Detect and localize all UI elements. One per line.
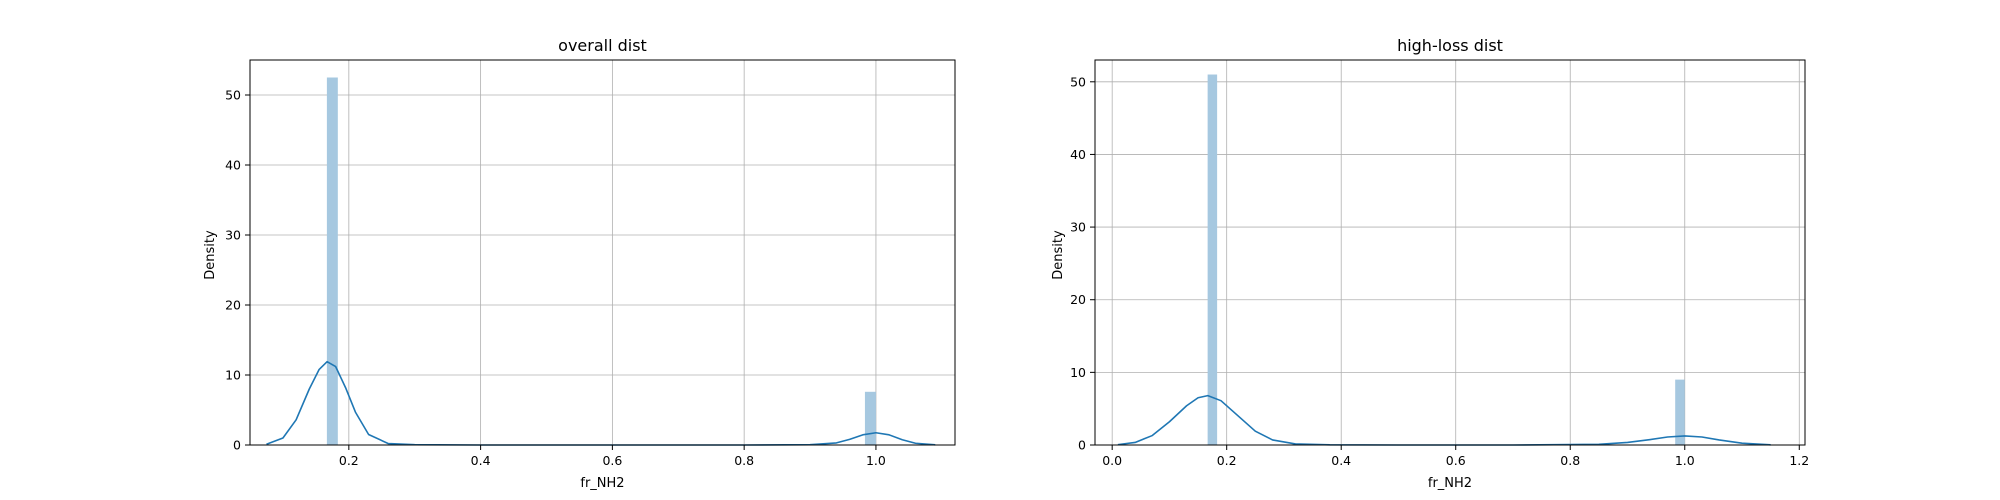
x-tick-label: 1.0 bbox=[866, 453, 886, 468]
histogram-bar bbox=[864, 391, 876, 445]
kde-line bbox=[1117, 394, 1771, 446]
x-tick-label: 0.2 bbox=[339, 453, 359, 468]
y-axis-ticks: 0 10 20 30 40 50 bbox=[225, 88, 250, 453]
histogram-bars bbox=[1207, 74, 1685, 445]
chart-high-loss-dist: high-loss dist fr_NH2 Density 0.0 0.2 0.4 0… bbox=[1051, 36, 1809, 491]
x-axis-label: fr_NH2 bbox=[580, 476, 624, 491]
y-tick-label: 10 bbox=[225, 368, 241, 383]
x-tick-label: 0.0 bbox=[1102, 453, 1122, 468]
y-tick-label: 0 bbox=[1078, 438, 1086, 453]
kde-line bbox=[266, 360, 936, 446]
y-tick-label: 50 bbox=[1070, 74, 1086, 89]
x-axis-ticks: 0.0 0.2 0.4 0.6 0.8 1.0 1.2 bbox=[1102, 445, 1809, 468]
y-axis-ticks: 0 10 20 30 40 50 bbox=[1070, 74, 1095, 453]
x-tick-label: 0.8 bbox=[734, 453, 754, 468]
y-tick-label: 10 bbox=[1070, 365, 1086, 380]
y-axis-label: Density bbox=[203, 230, 218, 280]
x-tick-label: 0.4 bbox=[471, 453, 491, 468]
y-tick-label: 30 bbox=[1070, 220, 1086, 235]
histogram-bars bbox=[326, 77, 876, 445]
axes-frame bbox=[249, 59, 956, 446]
x-axis-ticks: 0.2 0.4 0.6 0.8 1.0 bbox=[339, 445, 886, 468]
y-tick-label: 20 bbox=[225, 298, 241, 313]
axes-frame bbox=[1094, 59, 1806, 446]
x-axis-label: fr_NH2 bbox=[1428, 476, 1472, 491]
y-axis-label: Density bbox=[1051, 230, 1066, 280]
x-tick-label: 1.0 bbox=[1675, 453, 1695, 468]
y-tick-label: 40 bbox=[1070, 147, 1086, 162]
y-tick-label: 30 bbox=[225, 228, 241, 243]
x-tick-label: 0.2 bbox=[1217, 453, 1237, 468]
y-tick-label: 40 bbox=[225, 158, 241, 173]
x-tick-label: 0.8 bbox=[1560, 453, 1580, 468]
x-tick-label: 0.6 bbox=[1446, 453, 1466, 468]
y-tick-label: 20 bbox=[1070, 292, 1086, 307]
histogram-bar bbox=[1207, 74, 1218, 445]
x-tick-label: 0.6 bbox=[602, 453, 622, 468]
chart-title: overall dist bbox=[558, 36, 647, 55]
x-tick-label: 0.4 bbox=[1331, 453, 1351, 468]
grid bbox=[1095, 60, 1805, 446]
x-tick-label: 1.2 bbox=[1789, 453, 1809, 468]
chart-title: high-loss dist bbox=[1397, 36, 1503, 55]
y-tick-label: 50 bbox=[225, 88, 241, 103]
histogram-bar bbox=[326, 77, 338, 445]
y-tick-label: 0 bbox=[233, 438, 241, 453]
grid bbox=[250, 60, 955, 446]
histogram-bar bbox=[1675, 379, 1685, 445]
chart-overall-dist: overall dist fr_NH2 Density 0.2 0.4 0.6 0.8… bbox=[203, 36, 956, 491]
